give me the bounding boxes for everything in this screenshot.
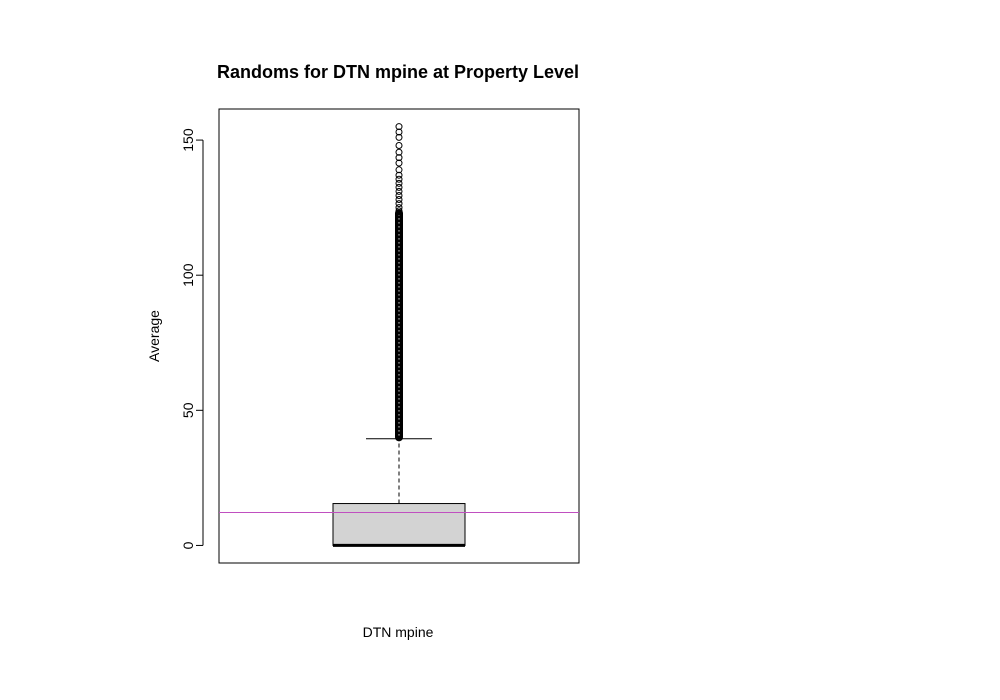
y-tick-label: 150 — [180, 128, 196, 152]
outlier-point — [395, 187, 403, 195]
plot-area: 0 50 100 150 — [180, 108, 580, 564]
outlier-point — [395, 207, 403, 215]
outlier-point — [395, 200, 403, 208]
box-body — [332, 503, 466, 546]
chart-title: Randoms for DTN mpine at Property Level — [217, 62, 579, 82]
y-tick-label: 100 — [180, 263, 196, 287]
outlier-point — [395, 159, 403, 167]
outlier-point — [395, 133, 403, 141]
outlier-point — [395, 179, 403, 187]
y-tick-label: 0 — [180, 541, 196, 549]
outlier-point — [395, 171, 403, 179]
outlier-point — [395, 191, 403, 199]
outlier-point — [395, 148, 403, 156]
y-tick-label: 50 — [180, 402, 196, 418]
outlier-point — [395, 123, 403, 131]
outlier-point — [395, 175, 403, 183]
outlier-point — [395, 141, 403, 149]
x-axis-label: DTN mpine — [363, 624, 434, 640]
outlier-point — [395, 166, 403, 174]
outlier-point — [395, 204, 403, 212]
plot-frame — [218, 108, 580, 564]
outlier-point — [395, 154, 403, 162]
outlier-point — [395, 196, 403, 204]
outlier-point — [395, 128, 403, 136]
y-axis-label: Average — [146, 310, 162, 362]
outlier-point — [395, 183, 403, 191]
